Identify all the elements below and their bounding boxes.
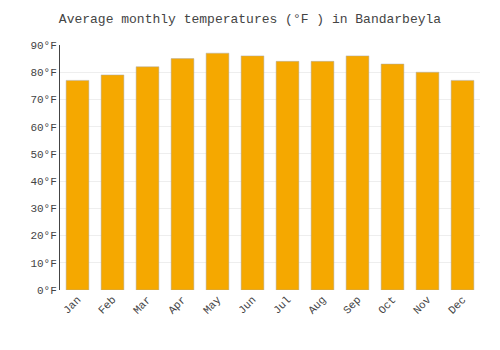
svg-text:20°F: 20°F <box>30 230 56 242</box>
svg-text:Dec: Dec <box>446 294 468 316</box>
svg-text:50°F: 50°F <box>30 149 56 161</box>
svg-text:Apr: Apr <box>166 294 188 316</box>
svg-text:Aug: Aug <box>306 294 328 316</box>
svg-text:Jan: Jan <box>61 294 83 316</box>
svg-text:90°F: 90°F <box>30 40 56 52</box>
svg-text:10°F: 10°F <box>30 258 56 270</box>
svg-text:70°F: 70°F <box>30 94 56 106</box>
svg-text:60°F: 60°F <box>30 122 56 134</box>
svg-text:Average monthly temperatures (: Average monthly temperatures (°F ) in Ba… <box>59 12 441 27</box>
svg-text:Jun: Jun <box>236 294 258 316</box>
svg-text:30°F: 30°F <box>30 203 56 215</box>
svg-text:40°F: 40°F <box>30 176 56 188</box>
svg-text:0°F: 0°F <box>37 285 57 297</box>
svg-text:Feb: Feb <box>96 294 118 316</box>
svg-text:May: May <box>201 294 224 317</box>
svg-text:Jul: Jul <box>271 294 293 316</box>
svg-text:80°F: 80°F <box>30 67 56 79</box>
svg-text:Oct: Oct <box>376 294 398 316</box>
svg-text:Mar: Mar <box>131 294 153 316</box>
svg-text:Sep: Sep <box>341 294 363 316</box>
svg-text:Nov: Nov <box>411 294 434 317</box>
